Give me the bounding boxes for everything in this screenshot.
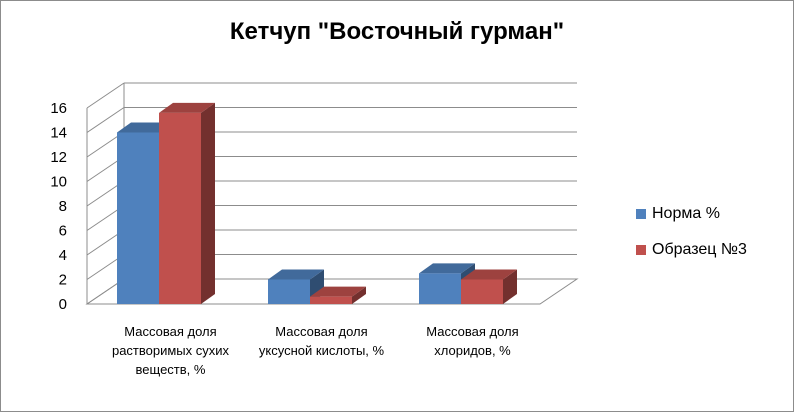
y-tick-label: 2: [59, 272, 67, 289]
bar: [310, 296, 352, 304]
bar-top: [419, 263, 475, 274]
legend-item-sample: Образец №3: [636, 238, 747, 262]
x-category-label: Массовая доля: [124, 324, 216, 339]
legend-label-norm: Норма %: [652, 205, 720, 222]
bar: [117, 132, 159, 304]
bar: [419, 273, 461, 304]
bar: [268, 279, 310, 304]
legend: Норма % Образец №3: [636, 202, 747, 274]
y-tick-label: 10: [50, 174, 67, 191]
y-tick-label: 4: [59, 247, 67, 264]
bar-top: [310, 286, 366, 297]
legend-label-sample: Образец №3: [652, 241, 747, 258]
bar: [461, 279, 503, 304]
y-tick-label: 6: [59, 223, 67, 240]
legend-item-norm: Норма %: [636, 202, 747, 226]
side-wall-gridline: [86, 107, 125, 133]
y-tick-label: 12: [50, 149, 67, 166]
x-category-label: растворимых сухих: [112, 343, 230, 358]
x-category-label: веществ, %: [136, 362, 206, 377]
legend-swatch-norm: [636, 209, 646, 219]
chart-title: Кетчуп "Восточный гурман": [229, 18, 565, 45]
bar-side: [352, 286, 366, 304]
bar-top: [159, 102, 215, 113]
chart-floor: [85, 278, 579, 305]
x-category-label: хлоридов, %: [434, 343, 511, 358]
legend-swatch-sample: [636, 245, 646, 255]
bar-top: [268, 269, 324, 280]
bar: [159, 112, 201, 305]
side-wall-gridline: [86, 82, 125, 109]
y-tick-label: 0: [59, 296, 67, 313]
y-tick-label: 8: [59, 198, 67, 215]
y-tick-label: 14: [50, 125, 67, 142]
bar-top: [461, 269, 517, 280]
x-category-label: Массовая доля: [275, 324, 367, 339]
y-tick-label: 16: [50, 100, 67, 117]
bar-side: [503, 269, 517, 304]
x-category-label: Массовая доля: [426, 324, 518, 339]
x-category-label: уксусной кислоты, %: [259, 343, 385, 358]
bar-side: [201, 102, 215, 305]
